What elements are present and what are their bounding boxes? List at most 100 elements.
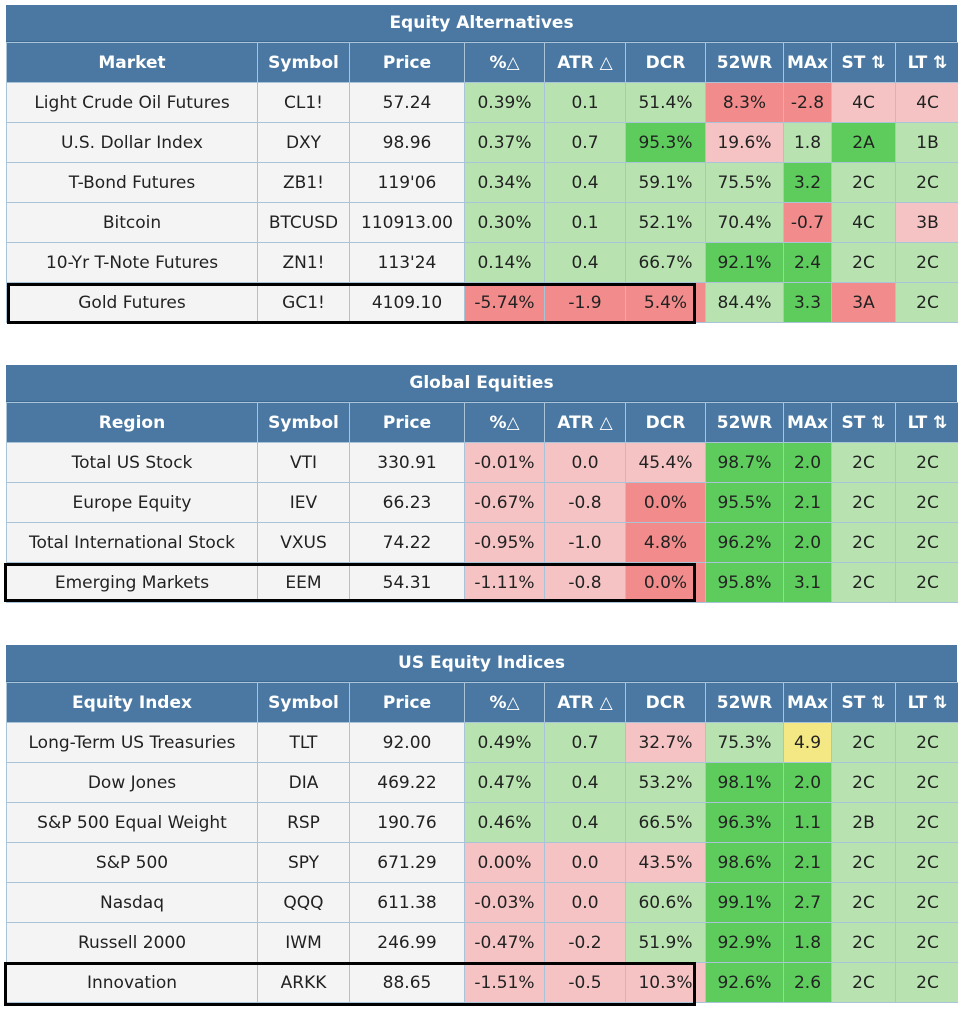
price-cell: 66.23	[349, 482, 465, 523]
col-header-max[interactable]: MAx	[783, 42, 832, 83]
dcr-cell: 0.0%	[625, 562, 706, 603]
52wr-cell: 75.3%	[705, 722, 784, 763]
table-row: Nasdaq QQQ 611.38 -0.03% 0.0 60.6% 99.1% 2.7 2C 2…	[6, 882, 958, 923]
price-header[interactable]: Price	[349, 42, 465, 83]
symbol-cell: IEV	[257, 482, 350, 523]
header-row: Equity Index Symbol Price %△ ATR △ DCR 52WR MAx…	[6, 682, 958, 723]
equity-alternatives-block: Equity Alternatives Market Symbol Price %△ A…	[6, 5, 958, 323]
col-header-dcr[interactable]: DCR	[625, 682, 706, 723]
52wr-cell: 96.3%	[705, 802, 784, 843]
name-cell: S&P 500 Equal Weight	[6, 802, 258, 843]
symbol-header[interactable]: Symbol	[257, 402, 350, 443]
lt-cell: 2C	[895, 522, 958, 563]
symbol-header[interactable]: Symbol	[257, 682, 350, 723]
first-col-header[interactable]: Market	[6, 42, 258, 83]
col-header-wr[interactable]: 52WR	[705, 42, 784, 83]
52wr-cell: 98.7%	[705, 442, 784, 483]
dcr-cell: 60.6%	[625, 882, 706, 923]
max-cell: -2.8	[783, 82, 832, 123]
col-header-max[interactable]: MAx	[783, 682, 832, 723]
price-cell: 54.31	[349, 562, 465, 603]
col-header-st[interactable]: ST ⇅	[831, 42, 896, 83]
col-header-atr[interactable]: ATR △	[544, 42, 626, 83]
symbol-cell: EEM	[257, 562, 350, 603]
table-row: Emerging Markets EEM 54.31 -1.11% -0.8 0.0% 95…	[6, 562, 958, 603]
dcr-cell: 5.4%	[625, 282, 706, 323]
price-cell: 4109.10	[349, 282, 465, 323]
symbol-header[interactable]: Symbol	[257, 42, 350, 83]
st-cell: 3A	[831, 282, 896, 323]
price-cell: 246.99	[349, 922, 465, 963]
price-cell: 57.24	[349, 82, 465, 123]
lt-cell: 2C	[895, 242, 958, 283]
first-col-header[interactable]: Region	[6, 402, 258, 443]
lt-cell: 2C	[895, 922, 958, 963]
col-header-lt[interactable]: LT ⇅	[895, 402, 958, 443]
max-cell: 2.6	[783, 962, 832, 1003]
col-header-lt[interactable]: LT ⇅	[895, 682, 958, 723]
col-header-lt[interactable]: LT ⇅	[895, 42, 958, 83]
price-cell: 88.65	[349, 962, 465, 1003]
atr-change-cell: 0.7	[544, 122, 626, 163]
atr-change-cell: 0.0	[544, 442, 626, 483]
atr-change-cell: 0.4	[544, 242, 626, 283]
max-cell: 3.2	[783, 162, 832, 203]
lt-cell: 2C	[895, 882, 958, 923]
pct-change-cell: 0.30%	[464, 202, 545, 243]
col-header-wr[interactable]: 52WR	[705, 402, 784, 443]
col-header-max[interactable]: MAx	[783, 402, 832, 443]
max-cell: 2.0	[783, 442, 832, 483]
name-cell: Innovation	[6, 962, 258, 1003]
atr-change-cell: -0.8	[544, 562, 626, 603]
table-row: Russell 2000 IWM 246.99 -0.47% -0.2 51.9% 92.9…	[6, 922, 958, 963]
price-header[interactable]: Price	[349, 682, 465, 723]
dcr-cell: 43.5%	[625, 842, 706, 883]
st-cell: 2C	[831, 882, 896, 923]
name-cell: S&P 500	[6, 842, 258, 883]
pct-change-cell: 0.49%	[464, 722, 545, 763]
us-equity-indices-block: US Equity Indices Equity Index Symbol Pric…	[6, 645, 958, 1003]
52wr-cell: 95.8%	[705, 562, 784, 603]
dcr-cell: 51.4%	[625, 82, 706, 123]
lt-cell: 2C	[895, 722, 958, 763]
pct-change-cell: 0.00%	[464, 842, 545, 883]
col-header-pct[interactable]: %△	[464, 402, 545, 443]
col-header-st[interactable]: ST ⇅	[831, 402, 896, 443]
atr-change-cell: 0.4	[544, 762, 626, 803]
lt-cell: 2C	[895, 802, 958, 843]
dcr-cell: 66.7%	[625, 242, 706, 283]
atr-change-cell: -1.0	[544, 522, 626, 563]
col-header-wr[interactable]: 52WR	[705, 682, 784, 723]
52wr-cell: 70.4%	[705, 202, 784, 243]
pct-change-cell: -0.95%	[464, 522, 545, 563]
table-row: Europe Equity IEV 66.23 -0.67% -0.8 0.0% 95.5%…	[6, 482, 958, 523]
52wr-cell: 75.5%	[705, 162, 784, 203]
name-cell: Nasdaq	[6, 882, 258, 923]
col-header-atr[interactable]: ATR △	[544, 402, 626, 443]
pct-change-cell: -0.03%	[464, 882, 545, 923]
col-header-pct[interactable]: %△	[464, 42, 545, 83]
atr-change-cell: 0.4	[544, 162, 626, 203]
table-row: Long-Term US Treasuries TLT 92.00 0.49% 0.7 3…	[6, 722, 958, 763]
symbol-cell: IWM	[257, 922, 350, 963]
pct-change-cell: -0.01%	[464, 442, 545, 483]
atr-change-cell: -0.5	[544, 962, 626, 1003]
st-cell: 2B	[831, 802, 896, 843]
symbol-cell: GC1!	[257, 282, 350, 323]
st-cell: 4C	[831, 82, 896, 123]
first-col-header[interactable]: Equity Index	[6, 682, 258, 723]
price-cell: 190.76	[349, 802, 465, 843]
name-cell: Gold Futures	[6, 282, 258, 323]
col-header-dcr[interactable]: DCR	[625, 402, 706, 443]
atr-change-cell: 0.0	[544, 882, 626, 923]
lt-cell: 2C	[895, 962, 958, 1003]
name-cell: Bitcoin	[6, 202, 258, 243]
col-header-st[interactable]: ST ⇅	[831, 682, 896, 723]
table-row: Bitcoin BTCUSD 110913.00 0.30% 0.1 52.1% 70.4%…	[6, 202, 958, 243]
col-header-atr[interactable]: ATR △	[544, 682, 626, 723]
symbol-cell: SPY	[257, 842, 350, 883]
price-header[interactable]: Price	[349, 402, 465, 443]
col-header-dcr[interactable]: DCR	[625, 42, 706, 83]
col-header-pct[interactable]: %△	[464, 682, 545, 723]
52wr-cell: 95.5%	[705, 482, 784, 523]
